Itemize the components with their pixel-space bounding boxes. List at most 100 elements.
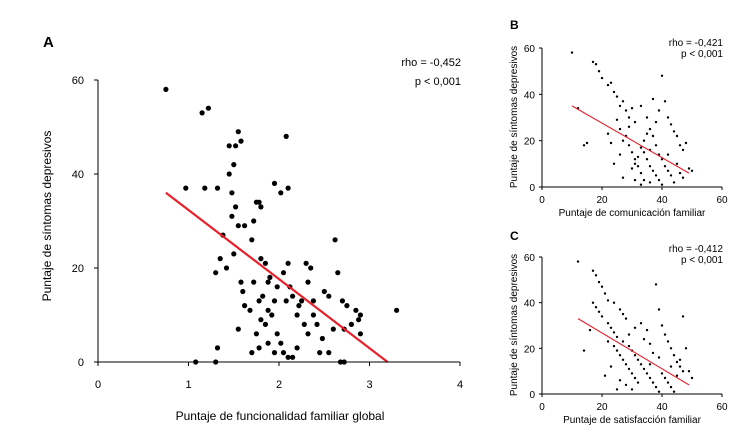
panel-a-y-tick-label: 60 xyxy=(72,75,84,87)
panel-b-data-point xyxy=(675,162,679,165)
panel-c-letter: C xyxy=(510,229,519,243)
panel-c-data-point xyxy=(627,333,631,336)
panel-c-data-point xyxy=(594,306,598,309)
panel-b-data-point xyxy=(636,155,640,159)
panel-b-data-point xyxy=(666,116,670,119)
panel-c-data-point xyxy=(600,315,604,318)
panel-b-data-point xyxy=(585,141,589,145)
panel-b-data-point xyxy=(606,83,610,87)
panel-b-data-point xyxy=(669,123,673,126)
panel-a-data-point xyxy=(249,237,255,243)
panel-c-data-point xyxy=(642,367,646,371)
panel-c-data-point xyxy=(594,274,598,277)
panel-b-data-point xyxy=(630,107,634,110)
panel-a-data-point xyxy=(310,298,316,304)
panel-c-data-point xyxy=(687,370,691,373)
panel-a-data-point xyxy=(251,279,257,285)
panel-a-data-point xyxy=(305,279,311,285)
panel-a-data-point xyxy=(247,307,253,313)
panel-b-data-point xyxy=(618,153,622,156)
panel-c-data-point xyxy=(633,376,637,380)
panel-b-data-point xyxy=(642,151,646,154)
panel-c-x-label: Puntaje de satisfacción familiar xyxy=(563,415,702,426)
panel-c-data-point xyxy=(621,312,625,316)
panel-b-data-point xyxy=(690,169,694,172)
panel-a-data-point xyxy=(213,270,219,276)
panel-a-data-point xyxy=(217,256,223,262)
panel-a-data-point xyxy=(242,303,248,309)
panel-a-data-point xyxy=(199,110,205,116)
panel-c-data-point xyxy=(678,358,682,361)
panel-b-data-point xyxy=(651,169,655,172)
panel-a-data-point xyxy=(258,317,264,323)
panel-c-data-point xyxy=(615,349,619,352)
panel-c-data-point xyxy=(651,381,655,384)
panel-a-data-point xyxy=(280,270,287,276)
panel-c-data-point xyxy=(627,367,631,371)
panel-c-data-point xyxy=(654,385,658,389)
panel-c-data-point xyxy=(651,351,655,355)
panel-a-x-tick-label: 0 xyxy=(95,379,101,391)
panel-c-data-point xyxy=(630,372,634,375)
panel-b-data-point xyxy=(594,62,598,66)
panel-b: B 0 20 40 60 0 20 40 60 Puntaje de comunicación… xyxy=(509,18,728,219)
panel-c-data-point xyxy=(576,260,580,263)
panel-c-data-point xyxy=(618,354,622,357)
panel-b-data-point xyxy=(678,171,682,175)
panel-b-marks xyxy=(570,51,694,186)
panel-c-data-point xyxy=(606,322,610,325)
panel-a-data-point xyxy=(262,321,268,327)
panel-b-y-tick-label: 60 xyxy=(524,44,536,55)
panel-b-regression-line xyxy=(571,105,690,174)
panel-a-data-point xyxy=(326,350,332,356)
panel-a-data-point xyxy=(357,331,363,337)
panel-a-data-point xyxy=(260,293,266,299)
panel-a-data-point xyxy=(285,260,291,266)
panel-c-x-tick-label: 0 xyxy=(539,402,545,413)
panel-a-data-point xyxy=(265,340,271,346)
panel-a-data-point xyxy=(296,303,302,309)
panel-b-data-point xyxy=(666,153,670,156)
panel-c-data-point xyxy=(606,299,610,302)
panel-b-data-point xyxy=(639,104,643,108)
panel-a-data-point xyxy=(335,270,341,276)
panel-a-data-point xyxy=(233,143,239,149)
panel-c-data-point xyxy=(657,308,661,311)
panel-b-data-point xyxy=(660,183,664,186)
panel-c-data-point xyxy=(642,338,646,341)
panel-c-data-point xyxy=(615,335,619,339)
panel-c-data-point xyxy=(618,379,622,382)
panel-c-data-point xyxy=(645,328,649,332)
panel-c-data-point xyxy=(624,317,628,320)
panel-c-data-point xyxy=(660,372,664,375)
panel-b-data-point xyxy=(624,109,628,112)
panel-c-data-point xyxy=(657,390,661,393)
panel-b-data-point xyxy=(615,118,619,122)
panel-b-data-point xyxy=(648,165,652,168)
panel-a-data-point xyxy=(308,265,314,271)
panel-b-ticks: 0 20 40 60 0 20 40 60 xyxy=(524,44,728,206)
panel-a-data-point xyxy=(332,237,338,243)
panel-b-data-point xyxy=(684,141,688,145)
panel-b-pvalue: p < 0,001 xyxy=(681,49,723,60)
panel-a-data-point xyxy=(226,143,232,149)
panel-b-x-label: Puntaje de comunicación familiar xyxy=(559,208,706,219)
panel-c: C 0 20 40 60 0 20 40 60 Puntaje de satisfacción… xyxy=(509,229,728,426)
panel-b-data-point xyxy=(621,176,625,179)
panel-a-data-point xyxy=(356,317,362,323)
panel-a-data-point xyxy=(265,279,271,285)
panel-b-data-point xyxy=(630,151,634,154)
panel-a-data-point xyxy=(214,345,221,351)
panel-b-data-point xyxy=(633,178,637,182)
panel-a-data-point xyxy=(344,303,350,309)
panel-a-data-point xyxy=(258,256,264,262)
panel-b-data-point xyxy=(681,148,685,152)
panel-b-data-point xyxy=(612,90,616,94)
panel-c-data-point xyxy=(633,354,637,357)
panel-c-data-point xyxy=(648,363,652,366)
panel-b-data-point xyxy=(606,132,610,135)
panel-c-data-point xyxy=(627,344,631,348)
panel-c-data-point xyxy=(675,360,679,364)
panel-a-data-point xyxy=(326,293,332,299)
